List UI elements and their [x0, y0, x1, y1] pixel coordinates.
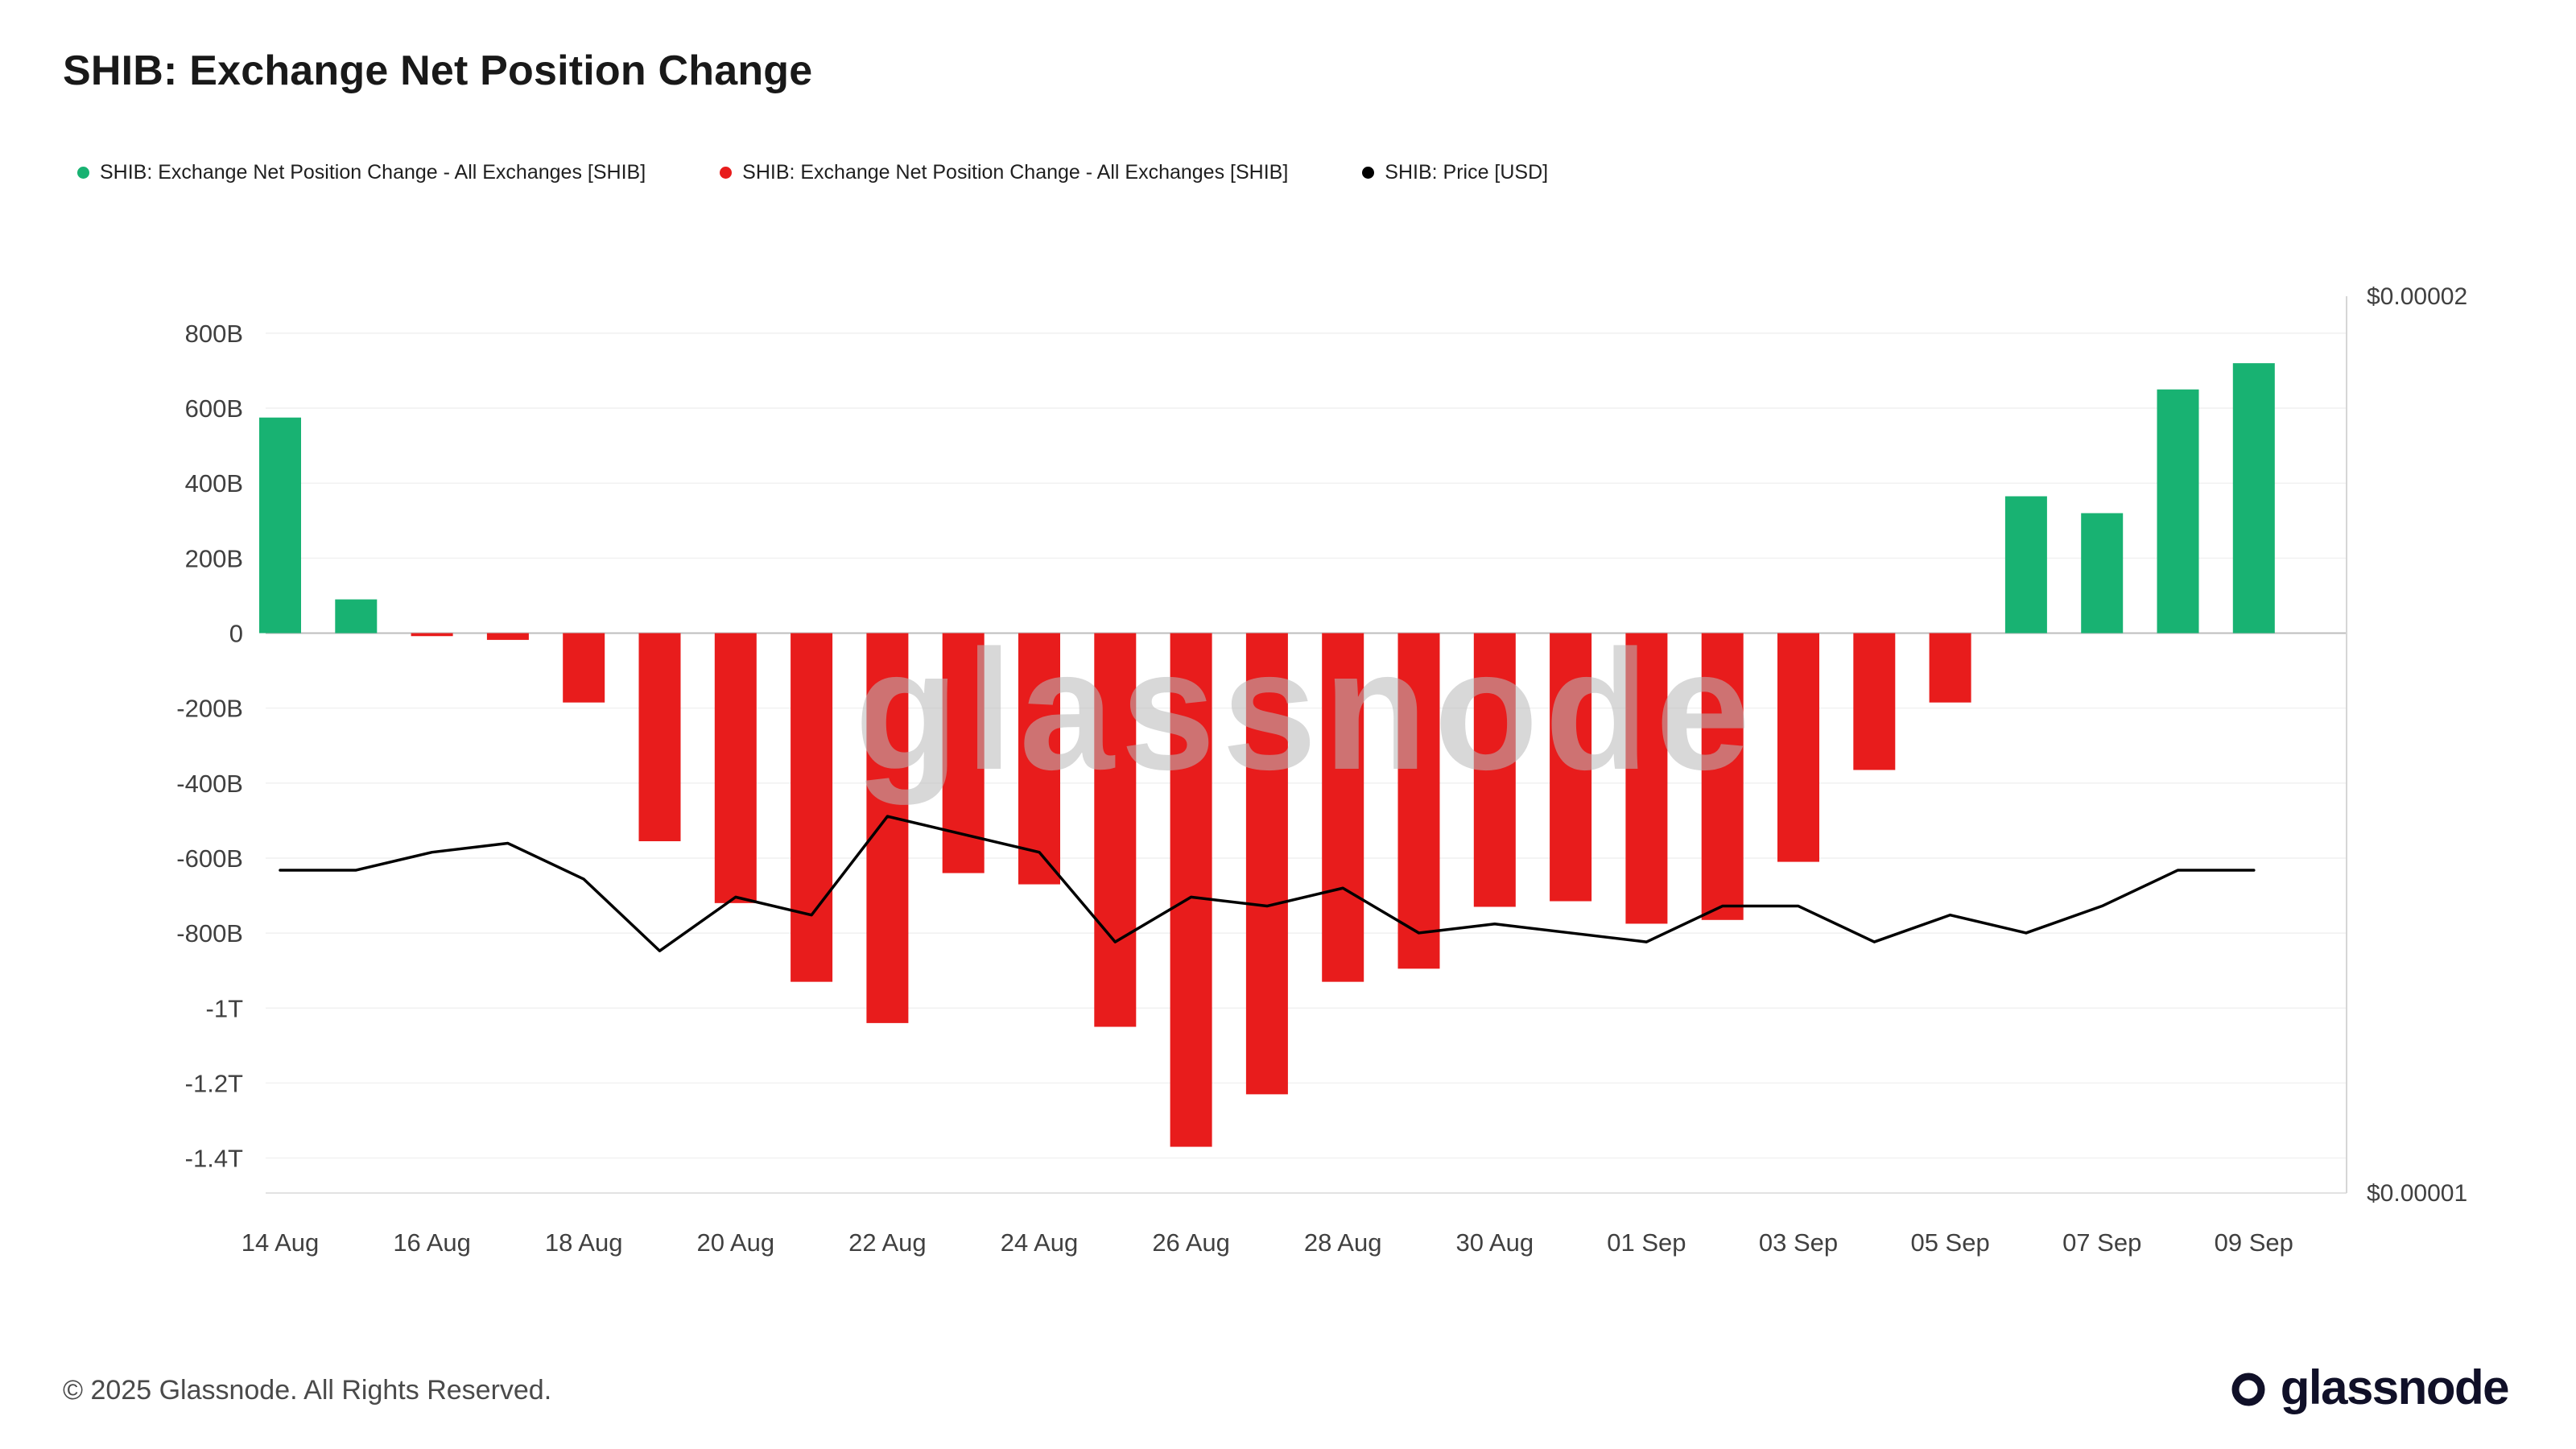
left-axis-tick-label: 200B [185, 544, 243, 572]
x-axis-tick-label: 16 Aug [393, 1228, 471, 1257]
net-change-bar[interactable] [563, 633, 605, 703]
net-change-bar[interactable] [1473, 633, 1516, 907]
x-axis-tick-label: 09 Sep [2215, 1228, 2293, 1257]
left-axis-tick-label: -200B [176, 695, 243, 723]
glassnode-wordmark: glassnode [2280, 1360, 2510, 1414]
net-change-bar[interactable] [791, 633, 833, 982]
left-axis-tick-label: -1.4T [185, 1145, 243, 1173]
legend-item-net-change-positive[interactable]: SHIB: Exchange Net Position Change - All… [77, 161, 646, 184]
net-change-bar[interactable] [1701, 633, 1744, 920]
net-change-bar[interactable] [411, 633, 453, 637]
legend-label: SHIB: Exchange Net Position Change - All… [742, 161, 1289, 184]
legend: SHIB: Exchange Net Position Change - All… [77, 161, 1548, 184]
net-change-bar[interactable] [1550, 633, 1592, 902]
left-axis-tick-label: 0 [229, 620, 243, 648]
x-axis-tick-label: 24 Aug [1001, 1228, 1079, 1257]
copyright-text: © 2025 Glassnode. All Rights Reserved. [63, 1375, 552, 1406]
net-change-bar[interactable] [259, 417, 301, 634]
net-change-bar[interactable] [866, 633, 909, 1023]
x-axis-tick-label: 01 Sep [1607, 1228, 1686, 1257]
net-change-bar[interactable] [1397, 633, 1440, 969]
price-line[interactable] [279, 815, 2256, 952]
x-axis-tick-label: 07 Sep [2062, 1228, 2141, 1257]
net-change-bar[interactable] [1170, 633, 1212, 1147]
net-change-bar[interactable] [2232, 363, 2275, 634]
legend-item-price[interactable]: SHIB: Price [USD] [1362, 161, 1548, 184]
net-change-bar[interactable] [714, 633, 757, 903]
net-change-bar[interactable] [1853, 633, 1896, 770]
left-axis-tick-label: -400B [176, 770, 243, 798]
glassnode-logo: glassnode [2229, 1360, 2510, 1414]
right-axis-tick-label: $0.00001 [2367, 1180, 2467, 1207]
x-axis-tick-label: 26 Aug [1152, 1228, 1230, 1257]
net-change-bar[interactable] [2081, 513, 2124, 634]
net-change-bar[interactable] [1625, 633, 1668, 924]
x-axis-tick-label: 22 Aug [848, 1228, 927, 1257]
legend-dot-red-icon [720, 167, 733, 179]
net-change-bar[interactable] [2157, 389, 2199, 634]
legend-dot-green-icon [77, 167, 89, 179]
x-axis-tick-label: 14 Aug [242, 1228, 320, 1257]
page-title: SHIB: Exchange Net Position Change [63, 47, 813, 94]
net-change-bar[interactable] [1929, 633, 1971, 703]
left-axis-tick-label: -1T [206, 994, 244, 1022]
left-axis-tick-label: 600B [185, 394, 243, 423]
left-axis-tick-label: -600B [176, 844, 243, 873]
right-axis-tick-label: $0.00002 [2367, 283, 2467, 310]
net-change-bar[interactable] [1322, 633, 1364, 982]
net-change-bar[interactable] [335, 599, 378, 634]
left-axis-tick-label: 400B [185, 469, 243, 497]
x-axis-tick-label: 03 Sep [1759, 1228, 1838, 1257]
legend-item-net-change-negative[interactable]: SHIB: Exchange Net Position Change - All… [720, 161, 1288, 184]
x-axis-tick-label: 18 Aug [545, 1228, 623, 1257]
left-axis-tick-label: -800B [176, 919, 243, 947]
legend-label: SHIB: Price [USD] [1385, 161, 1549, 184]
net-change-bar[interactable] [1094, 633, 1137, 1027]
legend-label: SHIB: Exchange Net Position Change - All… [100, 161, 646, 184]
net-change-bar[interactable] [1777, 633, 1819, 862]
x-axis-tick-label: 05 Sep [1910, 1228, 1989, 1257]
net-change-bar[interactable] [1018, 633, 1060, 885]
left-axis-tick-label: 800B [185, 320, 243, 348]
net-change-bar[interactable] [1245, 633, 1288, 1095]
glassnode-logo-icon [2231, 1373, 2265, 1406]
x-axis-tick-label: 28 Aug [1304, 1228, 1382, 1257]
x-axis-tick-label: 30 Aug [1456, 1228, 1534, 1257]
net-change-bar[interactable] [486, 633, 529, 640]
legend-dot-black-icon [1362, 167, 1375, 179]
net-change-bar[interactable] [2004, 496, 2047, 634]
left-axis-tick-label: -1.2T [185, 1069, 243, 1097]
net-change-bar[interactable] [638, 633, 681, 841]
x-axis-tick-label: 20 Aug [697, 1228, 775, 1257]
